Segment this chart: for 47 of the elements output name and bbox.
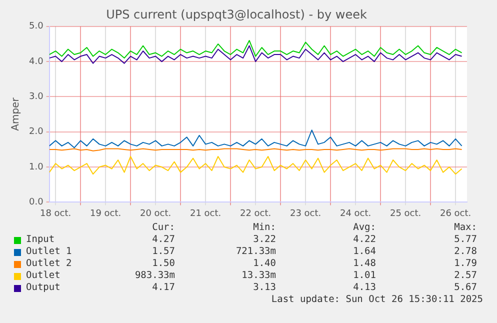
text: Min:	[253, 222, 276, 233]
text: 4.27	[152, 234, 175, 245]
text: 1.50	[152, 258, 175, 269]
x-tick-label: 20 oct.	[140, 208, 172, 219]
text: 1.64	[353, 246, 376, 257]
text: 4.22	[353, 234, 376, 245]
text: Last update: Sun Oct 26 15:30:11 2025	[271, 294, 483, 305]
text: 5.67	[454, 282, 477, 293]
x-tick-label: 24 oct.	[340, 208, 372, 219]
text: 13.33m	[242, 270, 276, 281]
y-tick-label: 3.0	[28, 92, 44, 102]
legend-label: Outlet	[26, 270, 60, 281]
x-tick-label: 25 oct.	[390, 208, 422, 219]
text: 1.40	[253, 258, 276, 269]
text: 4.13	[353, 282, 376, 293]
chart-title: UPS current (upspqt3@localhost) - by week	[106, 7, 367, 22]
text: 1.48	[353, 258, 376, 269]
legend-label: Output	[26, 282, 60, 293]
x-tick-label: 22 oct.	[240, 208, 272, 219]
y-axis-title: Amper	[10, 96, 22, 131]
text: Avg:	[353, 222, 376, 233]
text: 2.78	[454, 246, 477, 257]
legend-label: Input	[26, 234, 55, 245]
text: Max:	[454, 222, 477, 233]
text: 3.22	[253, 234, 276, 245]
text: 1.57	[152, 246, 175, 257]
y-tick-label: 1.0	[28, 162, 44, 172]
text: 1.01	[353, 270, 376, 281]
legend-label: Outlet 1	[26, 246, 72, 257]
text: 4.17	[152, 282, 175, 293]
x-tick-label: 26 oct.	[440, 208, 472, 219]
y-tick-label: 2.0	[28, 127, 44, 138]
y-tick-label: 5.0	[28, 22, 44, 32]
text: 2.57	[454, 270, 477, 281]
x-tick-label: 18 oct.	[40, 208, 72, 219]
text: 1.79	[454, 258, 477, 269]
y-tick-label: 0.0	[28, 198, 44, 208]
legend-label: Outlet 2	[26, 258, 72, 269]
x-tick-label: 19 oct.	[90, 208, 122, 219]
y-tick-label: 4.0	[28, 56, 44, 67]
text: Cur:	[152, 222, 175, 233]
text: 983.33m	[134, 270, 175, 281]
x-tick-label: 21 oct.	[190, 208, 222, 219]
x-tick-label: 23 oct.	[290, 208, 322, 219]
text: 5.77	[454, 234, 477, 245]
text: 3.13	[253, 282, 276, 293]
text: 721.33m	[236, 246, 276, 257]
